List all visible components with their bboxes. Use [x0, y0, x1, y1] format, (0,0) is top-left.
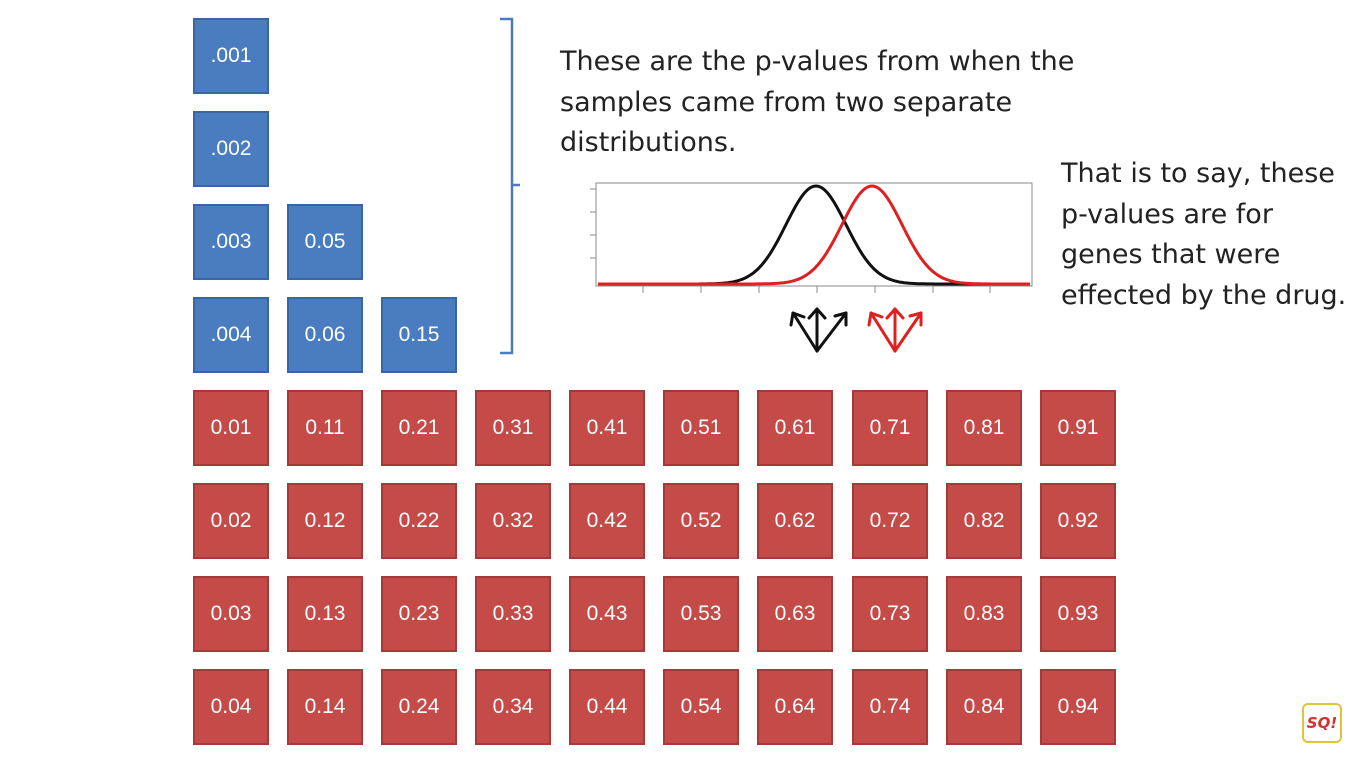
red-pvalue-box: 0.33 — [475, 576, 551, 652]
blue-pvalue-box: .003 — [193, 204, 269, 280]
black-arrows — [789, 307, 848, 353]
red-pvalue-box: 0.11 — [287, 390, 363, 466]
red-pvalue-box: 0.81 — [946, 390, 1022, 466]
red-pvalue-box: 0.71 — [852, 390, 928, 466]
red-pvalue-box: 0.13 — [287, 576, 363, 652]
red-arrows — [867, 307, 923, 353]
red-pvalue-box: 0.51 — [663, 390, 739, 466]
caption-side: That is to say, these p-values are for g… — [1061, 158, 1347, 311]
red-pvalue-box: 0.52 — [663, 483, 739, 559]
red-pvalue-box: 0.02 — [193, 483, 269, 559]
red-pvalue-box: 0.64 — [757, 669, 833, 745]
blue-pvalue-box: 0.15 — [381, 297, 457, 373]
red-pvalue-box: 0.43 — [569, 576, 645, 652]
red-pvalue-box: 0.04 — [193, 669, 269, 745]
blue-pvalue-box: .004 — [193, 297, 269, 373]
red-pvalue-box: 0.72 — [852, 483, 928, 559]
red-pvalue-box: 0.12 — [287, 483, 363, 559]
red-pvalue-box: 0.01 — [193, 390, 269, 466]
blue-pvalue-box: .002 — [193, 111, 269, 187]
red-pvalue-box: 0.82 — [946, 483, 1022, 559]
red-pvalue-box: 0.32 — [475, 483, 551, 559]
red-pvalue-box: 0.62 — [757, 483, 833, 559]
red-pvalue-box: 0.53 — [663, 576, 739, 652]
red-pvalue-box: 0.34 — [475, 669, 551, 745]
caption-top: These are the p-values from when the sam… — [560, 46, 1075, 158]
red-pvalue-box: 0.21 — [381, 390, 457, 466]
plot-bottom-ticks — [642, 286, 991, 293]
plot-left-ticks — [590, 188, 596, 259]
red-pvalue-box: 0.23 — [381, 576, 457, 652]
red-pvalue-box: 0.93 — [1040, 576, 1116, 652]
red-pvalue-box: 0.22 — [381, 483, 457, 559]
red-pvalue-box: 0.91 — [1040, 390, 1116, 466]
red-pvalue-box: 0.14 — [287, 669, 363, 745]
blue-pvalue-box: .001 — [193, 18, 269, 94]
red-pvalue-box: 0.74 — [852, 669, 928, 745]
red-pvalue-box: 0.54 — [663, 669, 739, 745]
red-pvalue-box: 0.84 — [946, 669, 1022, 745]
red-pvalue-box: 0.92 — [1040, 483, 1116, 559]
red-pvalue-box: 0.03 — [193, 576, 269, 652]
red-pvalue-box: 0.24 — [381, 669, 457, 745]
red-pvalue-box: 0.83 — [946, 576, 1022, 652]
logo-text: SQ! — [1306, 714, 1338, 732]
blue-pvalue-box: 0.05 — [287, 204, 363, 280]
red-pvalue-box: 0.42 — [569, 483, 645, 559]
red-pvalue-box: 0.31 — [475, 390, 551, 466]
blue-pvalue-box: 0.06 — [287, 297, 363, 373]
channel-logo: SQ! — [1302, 703, 1342, 743]
red-pvalue-box: 0.44 — [569, 669, 645, 745]
red-pvalue-box: 0.73 — [852, 576, 928, 652]
red-pvalue-box: 0.41 — [569, 390, 645, 466]
red-pvalue-box: 0.61 — [757, 390, 833, 466]
red-pvalue-box: 0.63 — [757, 576, 833, 652]
red-pvalue-box: 0.94 — [1040, 669, 1116, 745]
red-distribution-curve — [598, 184, 1030, 286]
